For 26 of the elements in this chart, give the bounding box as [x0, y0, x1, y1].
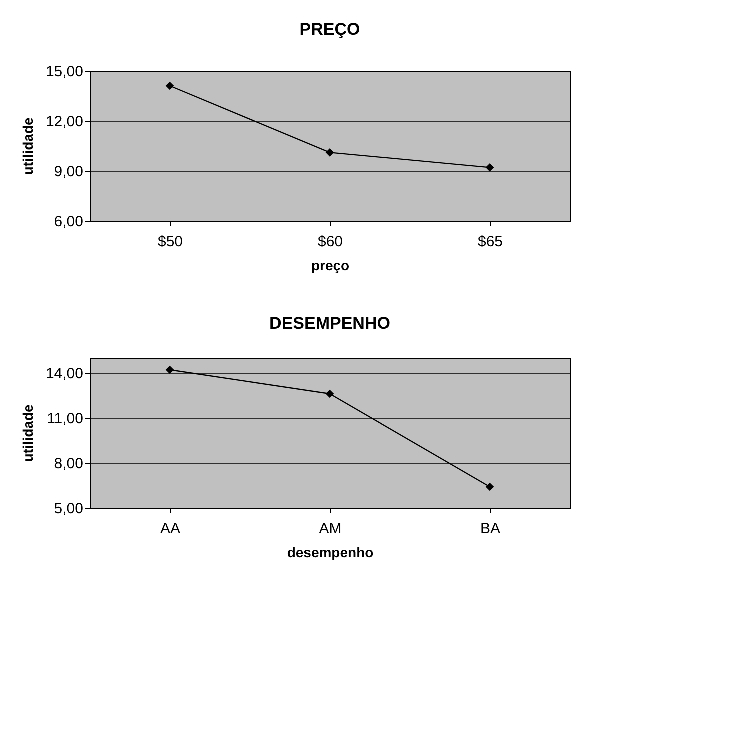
x-axis-title: desempenho [287, 544, 374, 560]
y-tick-label: 5,00 [54, 500, 84, 518]
x-tick-label: BA [480, 520, 501, 538]
y-tick-label: 11,00 [47, 410, 84, 428]
x-tick-label: $60 [318, 234, 344, 250]
point [486, 482, 494, 492]
y-tick-label: 6,00 [54, 214, 84, 230]
chart-title: PREÇO [300, 20, 360, 39]
point [166, 82, 174, 90]
point [326, 390, 334, 398]
x-tick-label: AA [160, 520, 181, 538]
y-tick-label: 12,00 [46, 114, 84, 130]
x-tick-label: AM [319, 520, 342, 538]
y-axis-title: utilidade [20, 118, 36, 176]
y-tick-label: 15,00 [46, 64, 84, 80]
x-axis-title: preço [311, 258, 350, 274]
chart-title: DESEMPENHO [270, 314, 390, 333]
y-tick-label: 8,00 [54, 456, 84, 472]
y-axis-title: utilidade [20, 404, 36, 462]
point [486, 163, 494, 172]
point [166, 366, 174, 374]
y-tick-label: 14,00 [46, 366, 84, 382]
x-tick-label: $50 [158, 234, 184, 250]
y-tick-label: 9,00 [54, 164, 84, 180]
point [326, 148, 334, 157]
x-tick-label: $65 [478, 234, 504, 250]
